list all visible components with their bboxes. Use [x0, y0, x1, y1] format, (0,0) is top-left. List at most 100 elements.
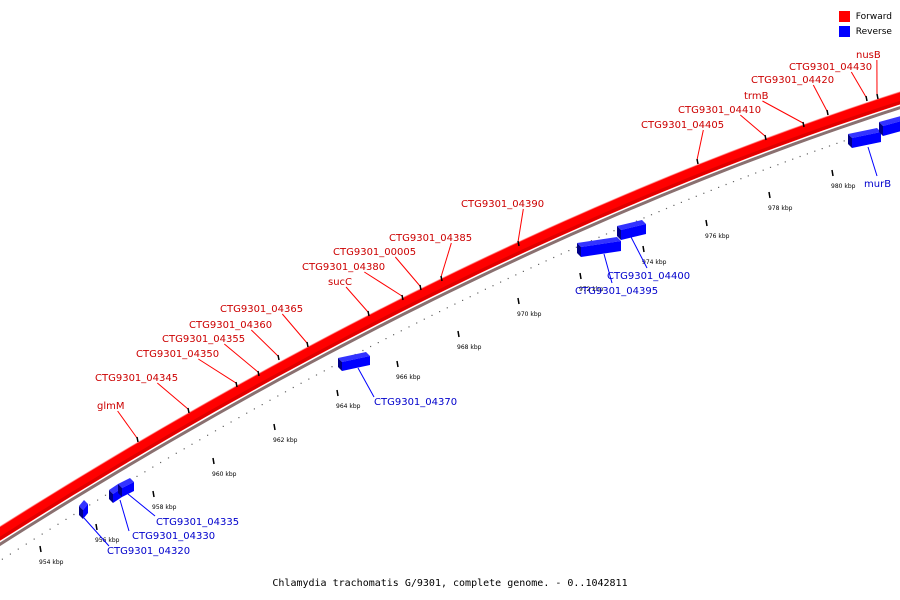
- minor-tick-dot: [331, 366, 333, 368]
- forward-gene-marker: [865, 95, 868, 102]
- reverse-gene-label: CTG9301_04370: [374, 397, 457, 408]
- tick-label: 954 kbp: [39, 559, 64, 566]
- forward-gene-marker: [876, 93, 879, 100]
- forward-gene-label: CTG9301_04365: [220, 304, 303, 315]
- minor-tick-dot: [799, 155, 801, 158]
- reverse-gene-top: [577, 237, 621, 247]
- minor-tick-dot: [144, 471, 146, 473]
- minor-tick-dot: [747, 175, 749, 177]
- forward-gene-label: sucC: [328, 277, 352, 288]
- minor-tick-dot: [538, 263, 540, 265]
- forward-gene-leader: [812, 84, 828, 112]
- forward-gene-marker: [802, 121, 805, 128]
- minor-tick-dot: [246, 412, 248, 414]
- minor-tick-dot: [643, 217, 645, 219]
- reverse-gene-block: [879, 116, 900, 136]
- forward-gene-leader: [762, 100, 804, 124]
- reverse-gene-side: [118, 484, 122, 497]
- forward-gene-label: CTG9301_04350: [136, 349, 219, 360]
- minor-tick-dot: [97, 499, 99, 501]
- minor-tick-dot: [635, 220, 638, 222]
- minor-tick-dot: [370, 345, 372, 348]
- minor-tick-dot: [814, 150, 816, 152]
- minor-tick-dot: [484, 288, 486, 290]
- major-tick: [95, 523, 98, 531]
- minor-tick-dot: [308, 378, 310, 380]
- forward-gene-marker: [235, 381, 238, 388]
- minor-tick-dot: [613, 230, 615, 232]
- minor-tick-dot: [362, 349, 364, 352]
- minor-tick-dot: [454, 303, 456, 305]
- reverse-gene-leader: [630, 236, 648, 269]
- forward-gene-label: trmB: [744, 91, 769, 102]
- tick-label: 972 kbp: [579, 286, 604, 293]
- minor-tick-dot: [522, 270, 524, 272]
- minor-tick-dot: [238, 417, 240, 419]
- minor-tick-dot: [400, 330, 402, 332]
- reverse-gene-label: CTG9301_04330: [132, 531, 215, 542]
- forward-strand-highlight: [0, 91, 900, 528]
- forward-gene-label: CTG9301_04410: [678, 105, 761, 116]
- minor-tick-dot: [590, 240, 592, 242]
- forward-gene-marker: [764, 134, 767, 141]
- forward-gene-leader: [364, 271, 403, 297]
- reverse-gene-face: [621, 224, 646, 240]
- minor-tick-dot: [843, 140, 845, 142]
- minor-tick-dot: [65, 518, 67, 520]
- minor-tick-dot: [222, 425, 224, 427]
- forward-gene-marker: [517, 240, 520, 247]
- minor-tick-dot: [160, 461, 162, 464]
- forward-gene-label: CTG9301_04420: [751, 75, 834, 86]
- reverse-gene-block: [577, 237, 621, 257]
- major-tick: [152, 490, 155, 498]
- minor-tick-dot: [769, 166, 772, 168]
- backbone-inner-shadow: [0, 106, 900, 547]
- forward-gene-label: CTG9301_04345: [95, 373, 178, 384]
- minor-tick-dot: [416, 322, 418, 324]
- backbone-halo: [0, 107, 900, 557]
- minor-tick-dot: [446, 307, 448, 309]
- tick-label: 978 kbp: [768, 205, 793, 212]
- forward-gene-leader: [250, 329, 279, 357]
- tick-label: 970 kbp: [517, 311, 542, 318]
- forward-gene-leader: [157, 382, 189, 410]
- reverse-gene-top: [118, 478, 134, 488]
- reverse-gene-label: CTG9301_04400: [607, 271, 690, 282]
- minor-tick-dot: [377, 342, 379, 344]
- genome-caption: Chlamydia trachomatis G/9301, complete g…: [272, 578, 628, 589]
- minor-tick-dot: [710, 189, 712, 191]
- tick-label: 980 kbp: [831, 183, 856, 190]
- forward-gene-marker: [696, 158, 699, 165]
- minor-tick-dot: [1, 558, 3, 560]
- forward-gene-marker: [136, 436, 139, 443]
- tick-label: 968 kbp: [457, 344, 482, 351]
- minor-tick-dot: [33, 538, 35, 540]
- minor-tick-dot: [284, 391, 287, 393]
- minor-tick-dot: [568, 250, 570, 252]
- forward-gene-label: nusB: [856, 50, 881, 61]
- reverse-gene-leader: [119, 499, 130, 532]
- reverse-gene-face: [581, 241, 621, 257]
- minor-tick-dot: [650, 214, 653, 216]
- forward-strand-shade: [0, 100, 900, 541]
- minor-tick-dot: [9, 553, 11, 555]
- minor-tick-dot: [806, 153, 808, 155]
- minor-tick-dot: [393, 334, 395, 336]
- minor-tick-dot: [545, 260, 547, 262]
- major-tick: [457, 330, 460, 338]
- forward-gene-label: CTG9301_04380: [302, 262, 385, 273]
- forward-gene-marker: [277, 354, 280, 361]
- minor-tick-dot: [836, 142, 838, 144]
- minor-tick-dot: [152, 466, 154, 468]
- minor-tick-dot: [553, 256, 555, 259]
- forward-gene-leader: [394, 256, 421, 287]
- minor-tick-dot: [277, 395, 279, 397]
- minor-tick-dot: [73, 513, 75, 516]
- minor-tick-dot: [695, 195, 697, 197]
- reverse-gene-block: [848, 128, 881, 148]
- minor-tick-dot: [784, 161, 786, 163]
- tick-label: 976 kbp: [705, 233, 730, 240]
- minor-tick-dot: [207, 434, 209, 436]
